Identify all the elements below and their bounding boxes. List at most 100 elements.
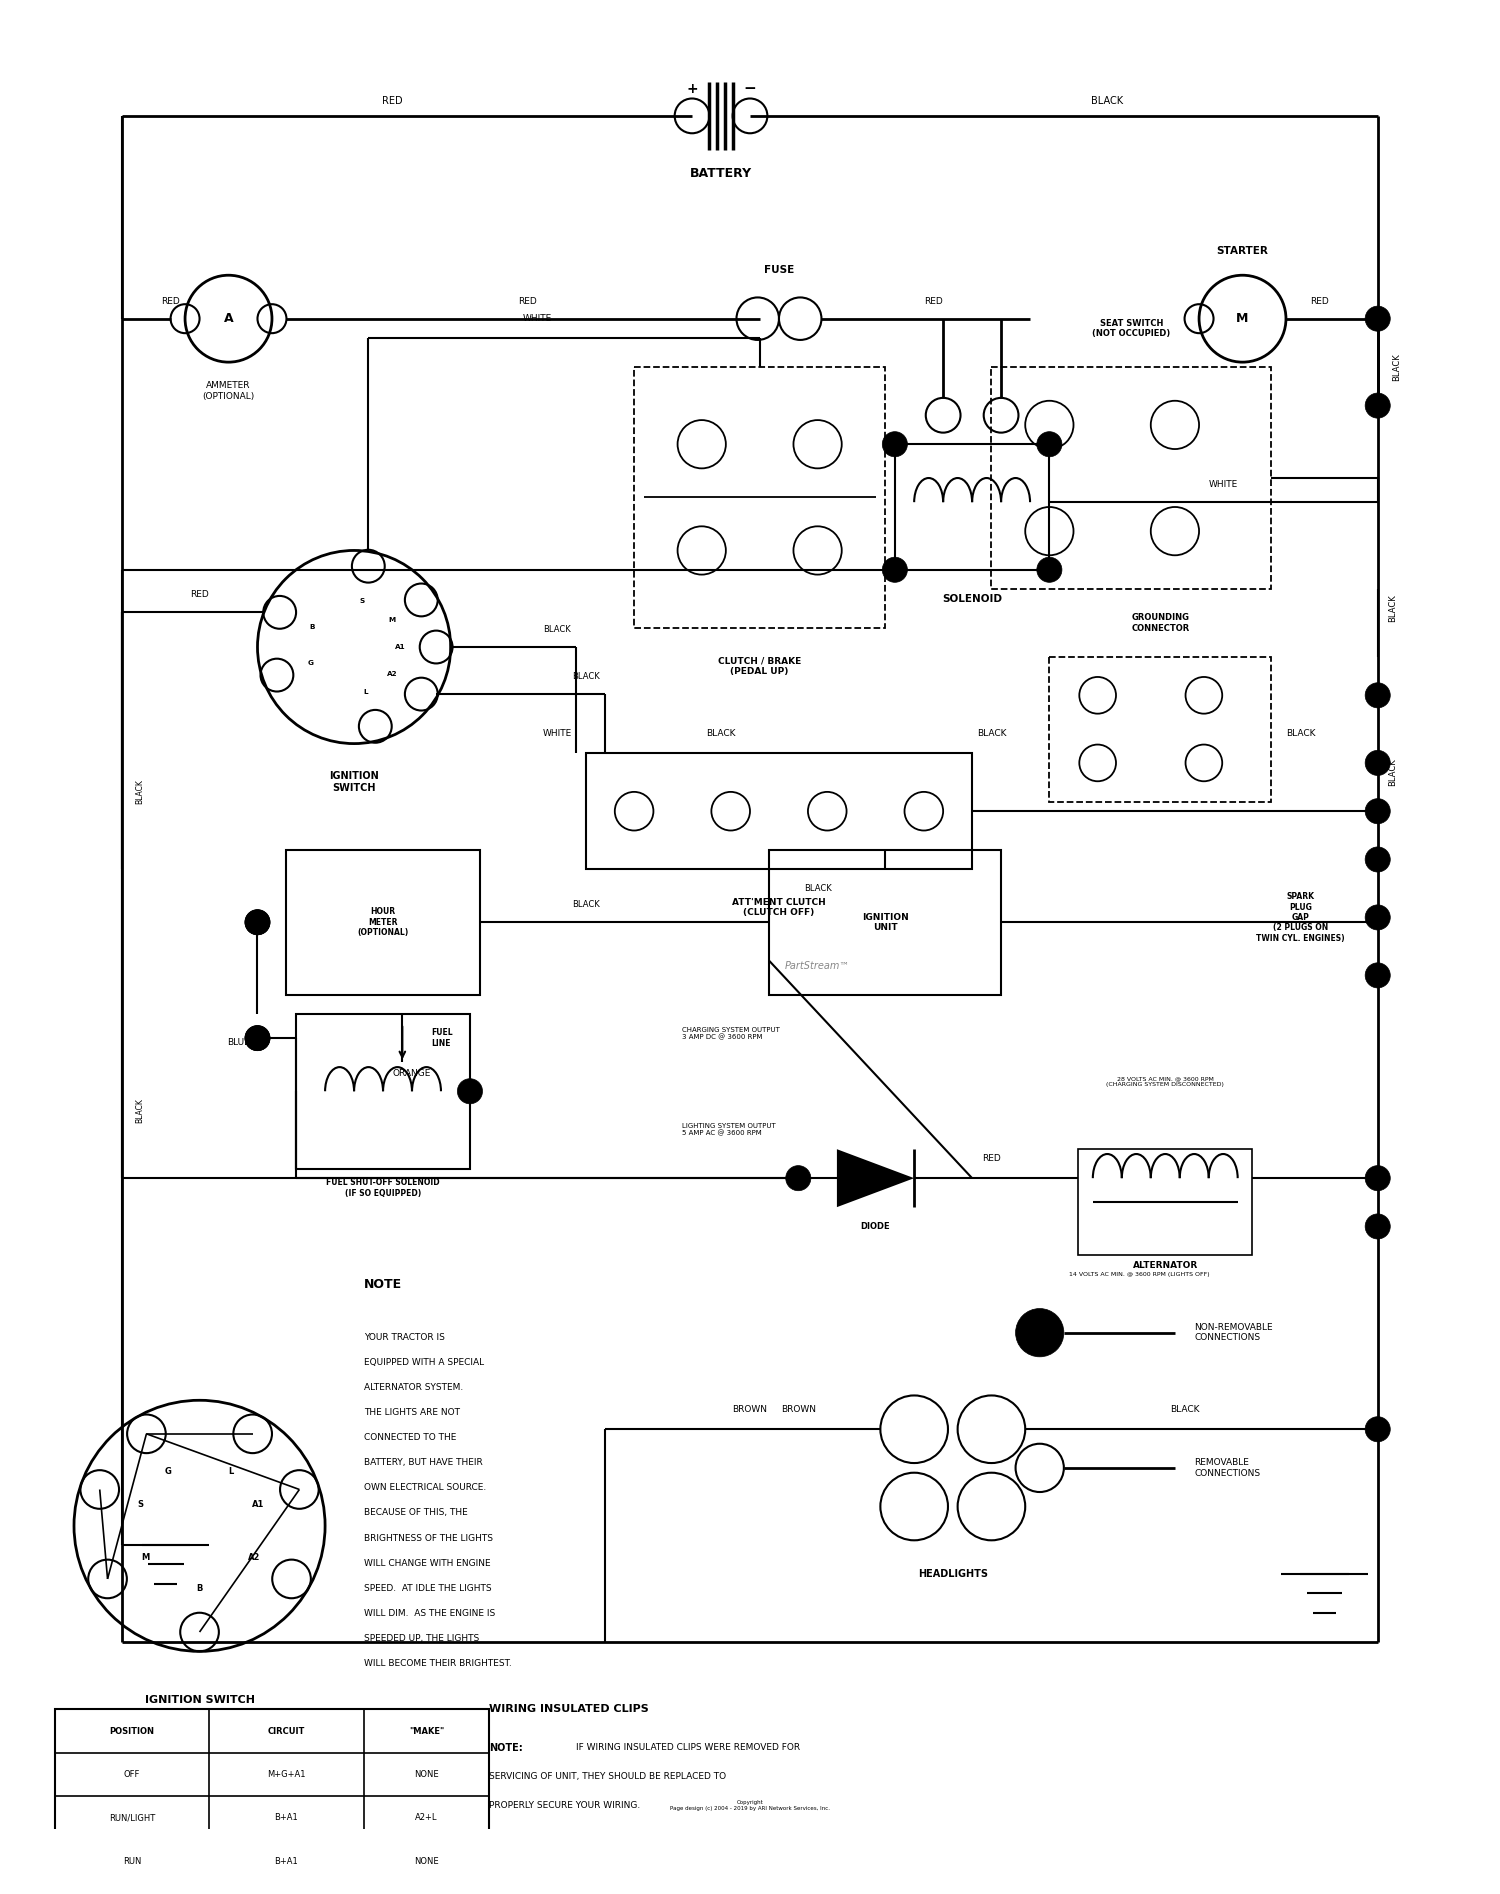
- Circle shape: [1365, 682, 1390, 708]
- Text: BATTERY: BATTERY: [690, 167, 752, 180]
- Text: 28 VOLTS AC MIN. @ 3600 RPM
(CHARGING SYSTEM DISCONNECTED): 28 VOLTS AC MIN. @ 3600 RPM (CHARGING SY…: [1107, 1076, 1224, 1087]
- Text: B+A1: B+A1: [274, 1813, 298, 1822]
- Text: +: +: [686, 81, 698, 97]
- Text: BLACK: BLACK: [1388, 759, 1396, 786]
- Circle shape: [882, 432, 908, 456]
- Text: BATTERY, BUT HAVE THEIR: BATTERY, BUT HAVE THEIR: [363, 1458, 483, 1468]
- Text: A: A: [224, 313, 234, 326]
- Text: BLACK: BLACK: [572, 672, 600, 682]
- Text: REMOVABLE
CONNECTIONS: REMOVABLE CONNECTIONS: [1194, 1458, 1260, 1477]
- Text: ORANGE: ORANGE: [393, 1070, 430, 1078]
- Text: A1: A1: [394, 644, 405, 650]
- Text: THE LIGHTS ARE NOT: THE LIGHTS ARE NOT: [363, 1407, 459, 1417]
- Circle shape: [1365, 307, 1390, 331]
- Text: WILL BECOME THEIR BRIGHTEST.: WILL BECOME THEIR BRIGHTEST.: [363, 1659, 512, 1669]
- Text: IGNITION SWITCH: IGNITION SWITCH: [144, 1695, 255, 1705]
- Text: Copyright
Page design (c) 2004 - 2019 by ARI Network Services, Inc.: Copyright Page design (c) 2004 - 2019 by…: [670, 1801, 830, 1811]
- Circle shape: [458, 1080, 483, 1104]
- Text: A2: A2: [248, 1553, 259, 1563]
- Text: A1: A1: [252, 1500, 264, 1510]
- Text: WILL CHANGE WITH ENGINE: WILL CHANGE WITH ENGINE: [363, 1559, 490, 1568]
- Bar: [54, 1708, 489, 1894]
- Text: CONNECTED TO THE: CONNECTED TO THE: [363, 1434, 456, 1441]
- Circle shape: [1036, 432, 1062, 456]
- Text: BECAUSE OF THIS, THE: BECAUSE OF THIS, THE: [363, 1508, 468, 1517]
- Text: WHITE: WHITE: [1209, 481, 1237, 489]
- Text: RED: RED: [924, 297, 944, 305]
- Text: "MAKE": "MAKE": [410, 1727, 444, 1735]
- Text: BLACK: BLACK: [1392, 352, 1401, 381]
- Text: NOTE: NOTE: [363, 1278, 402, 1292]
- Text: S: S: [138, 1500, 144, 1510]
- Bar: [296, 1013, 470, 1169]
- Text: HOUR
METER
(OPTIONAL): HOUR METER (OPTIONAL): [357, 907, 408, 938]
- Text: BLACK: BLACK: [135, 1099, 144, 1123]
- Text: AMMETER
(OPTIONAL): AMMETER (OPTIONAL): [202, 381, 255, 402]
- Circle shape: [1365, 905, 1390, 930]
- Text: RED: RED: [160, 297, 180, 305]
- Text: ATT'MENT CLUTCH
(CLUTCH OFF): ATT'MENT CLUTCH (CLUTCH OFF): [732, 898, 827, 917]
- Text: L: L: [228, 1468, 234, 1475]
- Text: S: S: [360, 599, 364, 604]
- Text: YOUR TRACTOR IS: YOUR TRACTOR IS: [363, 1333, 444, 1341]
- Circle shape: [1016, 1309, 1064, 1356]
- Text: ALTERNATOR SYSTEM.: ALTERNATOR SYSTEM.: [363, 1383, 464, 1392]
- Text: BLACK: BLACK: [135, 780, 144, 805]
- Text: L: L: [364, 689, 369, 695]
- Text: RED: RED: [1311, 297, 1329, 305]
- Text: BLACK: BLACK: [706, 729, 736, 739]
- Text: −: −: [744, 81, 756, 97]
- Text: RED: RED: [519, 297, 537, 305]
- Text: FUSE: FUSE: [764, 265, 794, 275]
- Text: M: M: [141, 1553, 150, 1563]
- Text: B: B: [309, 625, 315, 631]
- Text: HEADLIGHTS: HEADLIGHTS: [918, 1568, 988, 1580]
- Text: BLACK: BLACK: [1092, 97, 1124, 106]
- Bar: [1078, 1150, 1252, 1256]
- Text: M: M: [1236, 313, 1248, 326]
- Circle shape: [1365, 1165, 1390, 1191]
- Text: NONE: NONE: [414, 1771, 440, 1778]
- Text: BLACK: BLACK: [976, 729, 1006, 739]
- Circle shape: [1365, 847, 1390, 871]
- Circle shape: [1365, 394, 1390, 419]
- Bar: [286, 850, 480, 994]
- Text: STARTER: STARTER: [1216, 246, 1269, 256]
- Text: B+A1: B+A1: [274, 1856, 298, 1866]
- Text: ALTERNATOR: ALTERNATOR: [1132, 1261, 1198, 1269]
- Bar: [634, 367, 885, 627]
- Text: CLUTCH / BRAKE
(PEDAL UP): CLUTCH / BRAKE (PEDAL UP): [718, 657, 801, 676]
- Text: FUEL
LINE: FUEL LINE: [432, 1028, 453, 1047]
- Text: SERVICING OF UNIT, THEY SHOULD BE REPLACED TO: SERVICING OF UNIT, THEY SHOULD BE REPLAC…: [489, 1773, 726, 1782]
- Text: BLACK: BLACK: [1286, 729, 1316, 739]
- Text: DIODE: DIODE: [861, 1222, 891, 1231]
- Text: BLACK: BLACK: [1170, 1405, 1200, 1415]
- Text: WHITE: WHITE: [542, 729, 572, 739]
- Text: SPARK
PLUG
GAP
(2 PLUGS ON
TWIN CYL. ENGINES): SPARK PLUG GAP (2 PLUGS ON TWIN CYL. ENG…: [1256, 892, 1346, 943]
- Text: PROPERLY SECURE YOUR WIRING.: PROPERLY SECURE YOUR WIRING.: [489, 1801, 640, 1811]
- Text: BLACK: BLACK: [1388, 595, 1396, 623]
- Text: BLUE: BLUE: [226, 1038, 249, 1047]
- Text: BROWN: BROWN: [782, 1405, 816, 1415]
- Text: RUN/LIGHT: RUN/LIGHT: [110, 1813, 154, 1822]
- Text: 14 VOLTS AC MIN. @ 3600 RPM (LIGHTS OFF): 14 VOLTS AC MIN. @ 3600 RPM (LIGHTS OFF): [1068, 1273, 1209, 1277]
- Text: SPEEDED UP, THE LIGHTS: SPEEDED UP, THE LIGHTS: [363, 1635, 478, 1642]
- Circle shape: [1365, 962, 1390, 989]
- Text: BLACK: BLACK: [804, 884, 831, 892]
- Text: NON-REMOVABLE
CONNECTIONS: NON-REMOVABLE CONNECTIONS: [1194, 1324, 1274, 1343]
- Text: IGNITION
UNIT: IGNITION UNIT: [862, 913, 909, 932]
- Circle shape: [244, 909, 270, 936]
- Bar: [1050, 657, 1272, 801]
- Bar: [896, 445, 1050, 570]
- Text: SEAT SWITCH
(NOT OCCUPIED): SEAT SWITCH (NOT OCCUPIED): [1092, 318, 1170, 337]
- Text: A2: A2: [387, 670, 398, 676]
- Circle shape: [1365, 799, 1390, 824]
- Text: M: M: [388, 617, 396, 623]
- Text: G: G: [308, 659, 314, 667]
- Text: POSITION: POSITION: [110, 1727, 154, 1735]
- Text: SPEED.  AT IDLE THE LIGHTS: SPEED. AT IDLE THE LIGHTS: [363, 1583, 492, 1593]
- Text: WHITE: WHITE: [524, 314, 552, 324]
- Text: LIGHTING SYSTEM OUTPUT
5 AMP AC @ 3600 RPM: LIGHTING SYSTEM OUTPUT 5 AMP AC @ 3600 R…: [682, 1123, 776, 1136]
- Text: A2+L: A2+L: [416, 1813, 438, 1822]
- Circle shape: [786, 1165, 812, 1191]
